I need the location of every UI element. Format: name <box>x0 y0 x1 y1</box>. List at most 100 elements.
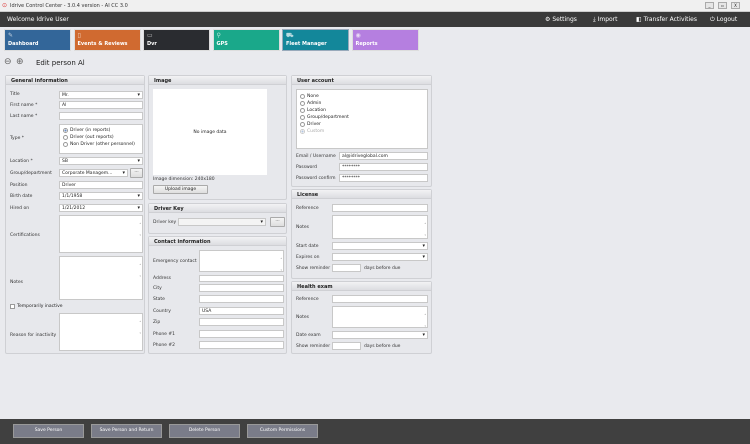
health-reference-input[interactable] <box>332 295 428 303</box>
email-input[interactable]: al@idriveglobal.com <box>339 152 428 160</box>
last-name-input[interactable] <box>59 112 143 120</box>
health-reference-label: Reference <box>296 297 319 302</box>
date-exam-picker[interactable] <box>332 331 428 339</box>
settings-link[interactable]: ⚙ Settings <box>545 16 577 23</box>
phone1-input[interactable] <box>199 330 284 338</box>
group-browse-button[interactable]: ... <box>130 168 143 178</box>
custom-permissions-button[interactable]: Custom Permissions <box>247 424 318 438</box>
close-button[interactable]: X <box>731 2 740 9</box>
down-icon[interactable]: ⊕ <box>16 57 24 67</box>
phone1-label: Phone #1 <box>153 332 176 337</box>
import-link[interactable]: ⤓ Import <box>593 16 618 24</box>
minimize-button[interactable]: _ <box>705 2 714 9</box>
transfer-label: Transfer Activities <box>643 16 697 23</box>
gear-icon: ⚙ <box>545 16 551 23</box>
delete-person-button[interactable]: Delete Person <box>169 424 240 438</box>
maximize-button[interactable]: ▫ <box>718 2 727 9</box>
panel-header: Contact information <box>149 237 286 246</box>
address-label: Address <box>153 276 171 281</box>
role-custom-radio: Custom <box>300 128 424 135</box>
health-notes-textarea[interactable] <box>332 306 428 332</box>
tile-events-reviews[interactable]: ▯ Events & Reviews <box>73 29 141 51</box>
date-exam-label: Date exam <box>296 333 321 338</box>
reason-textarea[interactable] <box>59 313 143 351</box>
logout-link[interactable]: ⏻ Logout <box>710 16 737 24</box>
password-confirm-label: Password confirm <box>296 176 336 181</box>
expires-on-picker[interactable] <box>332 253 428 261</box>
panel-header: Image <box>149 76 286 85</box>
type-driver-out-radio[interactable]: Driver (out reports) <box>63 134 139 141</box>
state-input[interactable] <box>199 295 284 303</box>
back-icon[interactable]: ⊖ <box>4 57 12 67</box>
download-icon: ⤓ <box>593 16 596 23</box>
city-input[interactable] <box>199 284 284 292</box>
address-input[interactable] <box>199 275 284 282</box>
role-none-radio[interactable]: None <box>300 93 424 100</box>
radio-label: Non Driver (other personnel) <box>70 142 135 147</box>
notes-label: Notes <box>10 280 23 285</box>
tile-gps[interactable]: ⚲ GPS <box>212 29 280 51</box>
type-driver-in-radio[interactable]: Driver (in reports) <box>63 127 139 134</box>
birth-date-label: Birth date <box>10 194 33 199</box>
image-panel: Image No image data Image dimension: 240… <box>148 75 287 200</box>
reason-label: Reason for inactivity <box>10 333 57 338</box>
tile-dashboard[interactable]: ✎ Dashboard <box>4 29 71 51</box>
start-date-picker[interactable] <box>332 242 428 250</box>
license-reminder-input[interactable] <box>332 264 361 272</box>
radio-label: Driver (out reports) <box>70 135 114 140</box>
checkbox-box[interactable] <box>10 304 15 309</box>
role-location-radio[interactable]: Location <box>300 107 424 114</box>
emergency-contact-textarea[interactable] <box>199 250 284 276</box>
tile-icon: ⚲ <box>216 32 221 39</box>
hired-on-picker[interactable]: 1/21/2012 <box>59 204 143 212</box>
emergency-contact-label: Emergency contact <box>153 259 197 264</box>
password-label: Password <box>296 165 318 170</box>
first-name-input[interactable]: Al <box>59 101 143 109</box>
role-group-radio[interactable]: Group/department <box>300 114 424 121</box>
phone2-input[interactable] <box>199 341 284 349</box>
password-confirm-input[interactable]: ******** <box>339 174 428 182</box>
health-exam-panel: Health exam Reference Notes Date exam Sh… <box>291 281 432 354</box>
health-reminder-input[interactable] <box>332 342 361 350</box>
location-select[interactable]: SB <box>59 157 143 165</box>
role-driver-radio[interactable]: Driver <box>300 121 424 128</box>
page-title: Edit person Al <box>36 59 85 67</box>
driver-key-select[interactable] <box>178 218 266 226</box>
certifications-textarea[interactable] <box>59 215 143 253</box>
radio-label: Driver <box>307 122 321 127</box>
tile-label: Fleet Manager <box>286 41 327 47</box>
tile-label: Reports <box>355 41 378 47</box>
upload-image-button[interactable]: Upload image <box>153 185 208 194</box>
save-and-return-button[interactable]: Save Person and Return <box>91 424 162 438</box>
position-input[interactable]: Driver <box>59 181 143 189</box>
tile-fleet-manager[interactable]: ⛟ Fleet Manager <box>282 29 349 51</box>
radio-label: Custom <box>307 129 325 134</box>
birth-date-picker[interactable]: 1/1/1958 <box>59 192 143 200</box>
driver-key-panel: Driver Key Driver key ... <box>148 203 287 234</box>
country-input[interactable]: USA <box>199 307 284 315</box>
driver-key-browse-button[interactable]: ... <box>270 217 285 227</box>
zip-input[interactable] <box>199 318 284 326</box>
transfer-icon: ◧ <box>636 16 642 23</box>
notes-textarea[interactable] <box>59 256 143 300</box>
title-select[interactable]: Mr. <box>59 91 143 99</box>
panel-header: Health exam <box>292 282 431 291</box>
tile-reports[interactable]: ◉ Reports <box>351 29 419 51</box>
transfer-activities-link[interactable]: ◧ Transfer Activities <box>636 16 697 23</box>
power-icon: ⏻ <box>710 16 715 23</box>
no-image-text: No image data <box>193 129 227 135</box>
license-reference-input[interactable] <box>332 204 428 212</box>
type-non-driver-radio[interactable]: Non Driver (other personnel) <box>63 141 139 148</box>
settings-label: Settings <box>552 16 577 23</box>
license-notes-textarea[interactable] <box>332 215 428 241</box>
save-person-button[interactable]: Save Person <box>13 424 84 438</box>
password-input[interactable]: ******** <box>339 163 428 171</box>
group-select[interactable]: Corporate Managem... <box>59 169 128 177</box>
certifications-label: Certifications <box>10 233 40 238</box>
tile-dvr[interactable]: ▭ Dvr <box>143 29 210 51</box>
expires-on-label: Expires on <box>296 255 320 260</box>
health-days-label: days before due <box>364 344 401 349</box>
role-admin-radio[interactable]: Admin <box>300 100 424 107</box>
temporarily-inactive-checkbox[interactable]: Temporarily inactive <box>10 304 63 309</box>
user-account-panel: User account None Admin Location Group/d… <box>291 75 432 187</box>
